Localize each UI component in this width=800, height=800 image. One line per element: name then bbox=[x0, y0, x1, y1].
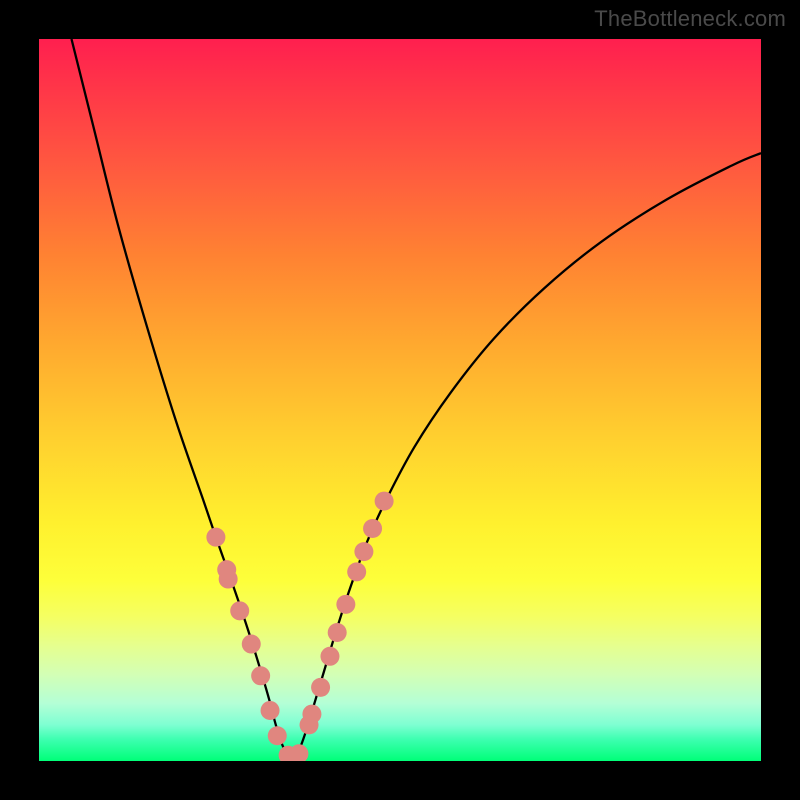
curve-marker bbox=[320, 647, 339, 666]
curve-marker bbox=[363, 519, 382, 538]
curve-markers bbox=[206, 492, 393, 761]
curve-marker bbox=[347, 562, 366, 581]
bottleneck-curve bbox=[71, 39, 761, 760]
curve-marker bbox=[219, 570, 238, 589]
curve-marker bbox=[354, 542, 373, 561]
curve-marker bbox=[375, 492, 394, 511]
curve-marker bbox=[242, 635, 261, 654]
curve-marker bbox=[261, 701, 280, 720]
curve-marker bbox=[230, 601, 249, 620]
curve-marker bbox=[268, 726, 287, 745]
watermark-text: TheBottleneck.com bbox=[594, 6, 786, 32]
plot-area bbox=[39, 39, 761, 761]
curve-marker bbox=[302, 705, 321, 724]
curve-marker bbox=[251, 666, 270, 685]
chart-overlay bbox=[39, 39, 761, 761]
curve-marker bbox=[336, 595, 355, 614]
curve-marker bbox=[311, 678, 330, 697]
curve-marker bbox=[206, 528, 225, 547]
curve-marker bbox=[328, 623, 347, 642]
